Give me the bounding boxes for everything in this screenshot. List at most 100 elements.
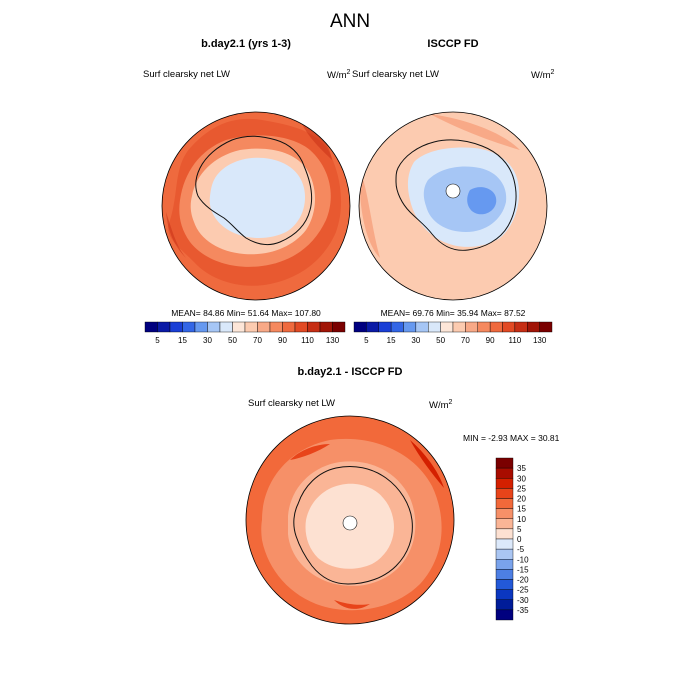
panel-b-colorbar-tick-label: 130	[533, 336, 547, 345]
panel-b-colorbar-tick-label: 15	[387, 336, 396, 345]
panel-a-colorbar-swatch	[244, 321, 258, 333]
panel-b-units: W/m2	[531, 69, 555, 81]
diff-colorbar-swatch	[495, 609, 514, 621]
panel-a-stats: MEAN= 84.86 Min= 51.64 Max= 107.80	[171, 308, 321, 318]
panel-b-colorbar-swatch	[539, 321, 553, 333]
panel-a-colorbar-swatch	[207, 321, 221, 333]
panel-b-field-band-north	[430, 114, 520, 150]
panel-a-colorbar-tick-label: 70	[253, 336, 262, 345]
panel-a-colorbar-swatch	[307, 321, 321, 333]
diff-colorbar-swatch	[495, 508, 514, 519]
panel-b-colorbar-swatch	[527, 321, 540, 333]
panel-b-coastline	[395, 139, 517, 251]
panel-b-colorbar-tick-label: 5	[364, 336, 369, 345]
panel-b-field-cold	[423, 166, 507, 232]
diff-colorbar-tick-label: 0	[517, 535, 522, 544]
panel-a-colorbar-swatch	[232, 321, 246, 333]
panel-a-colorbar-swatch	[219, 321, 233, 333]
panel-b-pole-hole	[445, 183, 461, 199]
panel-b-colorbar-swatch	[378, 321, 392, 333]
panel-a-colorbar-tick-label: 15	[178, 336, 187, 345]
panel-b-heading: ISCCP FD	[427, 38, 478, 50]
diff-colorbar-tick-label: -35	[517, 606, 529, 615]
panel-a-colorbar-swatch	[319, 321, 333, 333]
panel-a-colorbar-tick-label: 50	[228, 336, 237, 345]
panel-a-colorbar: 5 15 30 50 70 90 110 130	[144, 321, 346, 345]
panel-b-field-coldest	[467, 187, 497, 215]
diff-colorbar-tick-label: 15	[517, 505, 526, 514]
panel-b-colorbar: 5 15 30 50 70 90 110 130	[353, 321, 553, 345]
panel-a-heading: b.day2.1 (yrs 1-3)	[201, 38, 291, 50]
panel-b-colorbar-swatch	[428, 321, 441, 333]
diff-colorbar-swatch	[495, 538, 514, 550]
panel-a-colorbar-swatch	[294, 321, 308, 333]
panel-a-colorbar-tick-label: 90	[278, 336, 287, 345]
panel-a-coastline	[195, 135, 313, 246]
panel-b-colorbar-swatch	[440, 321, 454, 333]
panel-a-field-patch-1	[300, 120, 332, 160]
panel-b-colorbar-swatch	[502, 321, 516, 333]
diff-coastline	[293, 465, 413, 585]
diff-colorbar-swatch	[495, 498, 514, 509]
panel-a-colorbar-swatch	[257, 321, 271, 333]
diff-map	[245, 415, 455, 625]
diff-field-patch-1	[290, 444, 330, 460]
diff-colorbar-tick-label: -20	[517, 576, 529, 585]
panel-b-colorbar-swatch	[489, 321, 503, 333]
panel-a-left-label: Surf clearsky net LW	[143, 69, 230, 80]
panel-a-colorbar-swatch	[332, 321, 346, 333]
panel-a-units: W/m2	[327, 69, 351, 81]
panel-b-colorbar-swatch	[477, 321, 491, 333]
panel-a-colorbar-swatch	[282, 321, 296, 333]
diff-colorbar-tick-label: -30	[517, 596, 529, 605]
page-title: ANN	[330, 11, 370, 32]
panel-a-colorbar-swatch	[169, 321, 183, 333]
panel-a-boundary	[161, 111, 351, 301]
diff-colorbar-tick-label: 20	[517, 495, 526, 504]
diff-heading: b.day2.1 - ISCCP FD	[298, 366, 403, 378]
diff-field-patch-3	[334, 600, 370, 609]
diff-colorbar-tick-label: -25	[517, 586, 529, 595]
panel-b-field-band-west	[359, 170, 380, 258]
panel-a-colorbar-swatch	[182, 321, 196, 333]
panel-a-colorbar-swatch	[269, 321, 283, 333]
panel-a-colorbar-swatch	[194, 321, 208, 333]
diff-pole-hole	[342, 515, 358, 531]
diff-colorbar-swatch	[495, 518, 514, 530]
diff-colorbar-tick-label: -15	[517, 565, 529, 574]
diff-colorbar-swatch	[495, 559, 514, 570]
panel-a-map	[161, 111, 351, 301]
diff-field-patch-2	[410, 440, 444, 488]
panel-a-field-ice	[209, 157, 306, 238]
diff-colorbar-tick-label: 25	[517, 484, 526, 493]
diff-colorbar-swatch	[495, 488, 514, 499]
panel-b-colorbar-tick-label: 70	[461, 336, 470, 345]
diff-left-label: Surf clearsky net LW	[248, 398, 335, 409]
panel-b-colorbar-tick-label: 90	[486, 336, 495, 345]
panel-b-colorbar-swatch	[390, 321, 404, 333]
panel-b-colorbar-tick-label: 50	[436, 336, 445, 345]
panel-b-colorbar-tick-label: 110	[508, 336, 521, 345]
panel-a-colorbar-swatch	[157, 321, 171, 333]
panel-a-colorbar-tick-label: 130	[326, 336, 340, 345]
panel-b-colorbar-swatch	[415, 321, 429, 333]
diff-colorbar-swatch	[495, 599, 514, 611]
panel-b-boundary	[358, 111, 548, 301]
panel-b-colorbar-swatch	[366, 321, 379, 333]
diff-colorbar-tick-label: 30	[517, 474, 526, 483]
diff-colorbar-swatch	[495, 528, 514, 540]
diff-colorbar-tick-label: -10	[517, 555, 529, 564]
diff-units: W/m2	[429, 399, 453, 411]
diff-colorbar-swatch	[495, 548, 514, 560]
panel-a-colorbar-tick-label: 110	[301, 336, 314, 345]
panel-b-map	[358, 111, 548, 301]
panel-b-colorbar-tick-label: 30	[411, 336, 420, 345]
panel-b-colorbar-swatch	[403, 321, 417, 333]
diff-stats: MIN = -2.93 MAX = 30.81	[463, 433, 560, 443]
panel-b-colorbar-swatch	[465, 321, 478, 333]
diff-colorbar-swatch	[495, 579, 514, 590]
diff-colorbar-tick-label: 10	[517, 515, 526, 524]
panel-b-left-label: Surf clearsky net LW	[352, 69, 439, 80]
